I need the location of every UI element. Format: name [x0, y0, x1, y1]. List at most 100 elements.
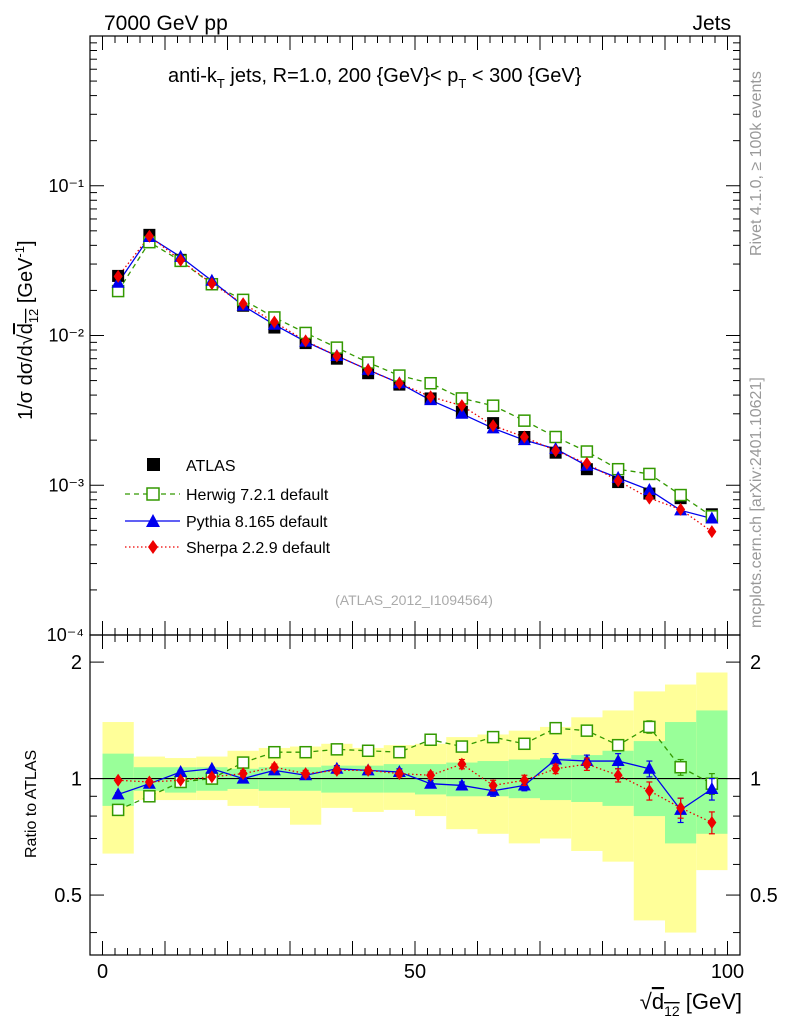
main-ytick-label: 10⁻²	[48, 326, 84, 346]
main-point-sherpa	[707, 525, 717, 539]
ratio-ytick-label-right: 1	[750, 769, 761, 791]
axes: 10⁻⁴ 10⁻³ 10⁻² 10⁻¹ 0 50 100 0.5 0.5 1 1 2 2	[47, 35, 778, 983]
ratio-point-pythia	[642, 761, 656, 774]
ratio-point-sherpa	[269, 760, 279, 774]
ratio-point-sherpa	[301, 767, 311, 781]
main-point-herwig	[549, 430, 562, 444]
ratio-ytick-label-left: 1	[71, 769, 82, 791]
main-point-herwig	[643, 467, 656, 481]
ratio-point-sherpa	[582, 757, 592, 771]
ratio-point-pythia	[205, 761, 219, 774]
ratio-point-herwig	[518, 737, 531, 751]
ratio-point-sherpa	[332, 763, 342, 777]
header-right: Jets	[692, 12, 731, 35]
main-ytick-label: 10⁻³	[48, 475, 84, 495]
ratio-point-herwig	[299, 745, 312, 759]
legend-label-atlas: ATLAS	[186, 458, 236, 475]
main-point-sherpa	[301, 334, 311, 348]
main-point-pythia	[642, 482, 656, 495]
ratio-point-pythia	[174, 764, 188, 777]
main-point-pythia	[455, 406, 469, 419]
main-point-sherpa	[269, 315, 279, 329]
x-axis-label: √d12 [GeV]	[640, 989, 742, 1019]
main-ytick-label: 10⁻⁴	[47, 625, 84, 645]
legend-label-sherpa: Sherpa 2.2.9 default	[186, 540, 331, 557]
ratio-ytick-label-right: 2	[750, 652, 761, 674]
main-point-herwig	[486, 399, 500, 412]
ratio-point-sherpa	[644, 784, 654, 798]
ratio-point-pythia	[455, 778, 469, 791]
ratio-ytick-label-left: 2	[71, 652, 82, 674]
legend-marker-atlas	[147, 458, 160, 471]
ratio-point-herwig	[455, 740, 469, 753]
legend-marker-herwig	[146, 487, 160, 501]
main-title: anti-kT jets, R=1.0, 200 {GeV}< pT < 300…	[168, 65, 582, 91]
ratio-point-herwig	[486, 730, 500, 744]
ratio-point-herwig	[643, 720, 656, 734]
ratio-point-sherpa	[676, 801, 686, 815]
main-point-herwig	[580, 445, 594, 458]
ratio-xtick-label: 0	[97, 961, 108, 983]
ratio-point-herwig	[549, 721, 562, 735]
legend-label-pythia: Pythia 8.165 default	[186, 514, 328, 531]
main-point-sherpa	[394, 376, 404, 390]
main-point-herwig	[424, 376, 437, 390]
ratio-ytick-label-left: 0.5	[54, 885, 82, 907]
ratio-point-sherpa	[394, 767, 404, 781]
ratio-point-herwig	[674, 760, 687, 774]
ratio-point-herwig	[361, 744, 375, 758]
ratio-point-herwig	[424, 733, 437, 746]
ratio-point-sherpa	[113, 773, 123, 787]
ratio-point-herwig	[580, 724, 594, 737]
ratio-point-sherpa	[613, 768, 623, 782]
ratio-point-herwig	[236, 756, 250, 769]
main-ylabel: 1/σ dσ/d√d12 [GeV-1]	[12, 240, 41, 420]
main-point-sherpa	[144, 229, 154, 243]
main-point-sherpa	[644, 491, 654, 505]
main-point-herwig	[674, 488, 687, 502]
ratio-point-sherpa	[551, 762, 561, 776]
main-point-sherpa	[363, 363, 373, 377]
ratio-point-pythia	[549, 752, 563, 765]
ratio-ylabel: Ratio to ATLAS	[23, 750, 40, 858]
main-point-sherpa	[613, 474, 623, 488]
ratio-xtick-label: 100	[711, 961, 744, 983]
main-panel-data	[111, 228, 719, 539]
main-point-sherpa	[207, 277, 217, 291]
main-point-sherpa	[582, 456, 592, 470]
ratio-point-sherpa	[488, 778, 498, 792]
main-point-herwig	[518, 414, 531, 427]
ratio-point-sherpa	[207, 770, 217, 784]
ratio-line-herwig	[117, 726, 713, 811]
analysis-watermark: (ATLAS_2012_I1094564)	[335, 592, 493, 608]
ratio-point-sherpa	[457, 757, 467, 771]
legend: ATLAS Herwig 7.2.1 default Pythia 8.165 …	[125, 458, 331, 557]
ratio-point-sherpa	[144, 775, 154, 789]
ratio-line-pythia	[117, 758, 713, 811]
main-point-sherpa	[551, 444, 561, 458]
rivet-version-label: Rivet 4.1.0, ≥ 100k events	[748, 71, 765, 256]
mcplots-label: mcplots.cern.ch [arXiv:2401.10621]	[748, 377, 765, 628]
main-point-sherpa	[457, 399, 467, 413]
ratio-point-herwig	[268, 745, 281, 759]
ratio-panel-data	[90, 720, 740, 835]
ratio-point-herwig	[330, 743, 344, 756]
ratio-point-herwig	[111, 803, 125, 817]
ratio-point-herwig	[611, 738, 625, 752]
legend-label-herwig: Herwig 7.2.1 default	[186, 487, 329, 504]
ratio-point-herwig	[393, 745, 406, 759]
ratio-point-pythia	[611, 754, 625, 767]
main-point-sherpa	[519, 430, 529, 444]
ratio-point-pythia	[705, 781, 719, 794]
ratio-xtick-label: 50	[404, 961, 426, 983]
ratio-point-sherpa	[238, 767, 248, 781]
ratio-point-sherpa	[707, 816, 717, 830]
ratio-point-sherpa	[363, 763, 373, 777]
ratio-point-pythia	[424, 776, 438, 789]
ratio-point-sherpa	[426, 768, 436, 782]
main-point-sherpa	[332, 349, 342, 363]
ratio-point-herwig	[143, 790, 156, 803]
band-inner-bin	[665, 722, 697, 844]
ratio-ytick-label-right: 0.5	[750, 885, 778, 907]
